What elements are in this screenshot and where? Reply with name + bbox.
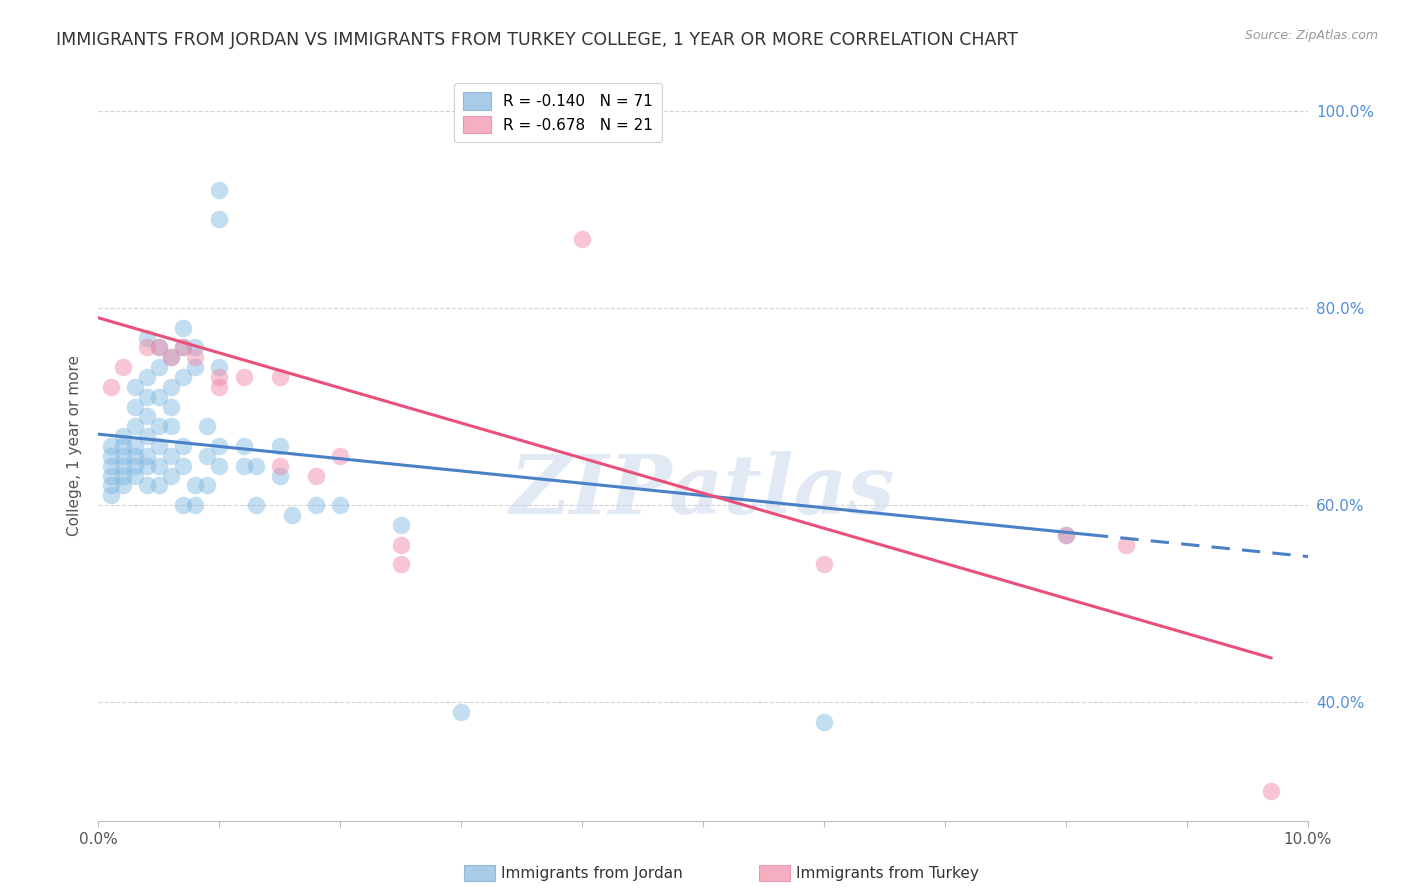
Point bbox=[245, 498, 267, 512]
Point bbox=[195, 419, 218, 434]
Point bbox=[1260, 784, 1282, 798]
Point bbox=[124, 468, 146, 483]
Point bbox=[135, 340, 157, 354]
Point bbox=[1115, 538, 1137, 552]
Point bbox=[172, 370, 194, 384]
Point bbox=[195, 449, 218, 463]
Point bbox=[124, 400, 146, 414]
Point bbox=[208, 370, 231, 384]
Point bbox=[389, 517, 412, 532]
Point bbox=[232, 439, 254, 453]
Point bbox=[160, 400, 183, 414]
Point bbox=[135, 409, 157, 424]
Text: Immigrants from Turkey: Immigrants from Turkey bbox=[796, 866, 979, 880]
Point bbox=[195, 478, 218, 492]
Point bbox=[148, 390, 170, 404]
Point bbox=[135, 449, 157, 463]
Point bbox=[389, 558, 412, 572]
Point bbox=[813, 714, 835, 729]
Point bbox=[232, 370, 254, 384]
Point bbox=[160, 351, 183, 365]
Point bbox=[124, 449, 146, 463]
Point bbox=[100, 449, 122, 463]
Point bbox=[135, 390, 157, 404]
Point bbox=[160, 380, 183, 394]
Point bbox=[389, 538, 412, 552]
Point bbox=[172, 498, 194, 512]
Point bbox=[111, 439, 134, 453]
Point bbox=[111, 458, 134, 473]
Point bbox=[184, 498, 207, 512]
Point bbox=[160, 449, 183, 463]
Point bbox=[571, 232, 593, 246]
Point bbox=[148, 439, 170, 453]
Point bbox=[813, 558, 835, 572]
Text: Immigrants from Jordan: Immigrants from Jordan bbox=[501, 866, 682, 880]
Point bbox=[269, 468, 291, 483]
Point bbox=[208, 380, 231, 394]
Point bbox=[111, 360, 134, 375]
Point bbox=[124, 380, 146, 394]
Point bbox=[160, 351, 183, 365]
Point bbox=[172, 340, 194, 354]
Point bbox=[208, 183, 231, 197]
Point bbox=[111, 468, 134, 483]
Text: IMMIGRANTS FROM JORDAN VS IMMIGRANTS FROM TURKEY COLLEGE, 1 YEAR OR MORE CORRELA: IMMIGRANTS FROM JORDAN VS IMMIGRANTS FRO… bbox=[56, 31, 1018, 49]
Point bbox=[208, 360, 231, 375]
Point bbox=[160, 419, 183, 434]
Point bbox=[184, 478, 207, 492]
Point bbox=[329, 449, 352, 463]
Point bbox=[208, 439, 231, 453]
Point bbox=[100, 468, 122, 483]
Point bbox=[111, 449, 134, 463]
Point bbox=[111, 429, 134, 443]
Point bbox=[148, 458, 170, 473]
Point bbox=[148, 340, 170, 354]
Point bbox=[124, 439, 146, 453]
Point bbox=[135, 478, 157, 492]
Point bbox=[124, 458, 146, 473]
Point bbox=[172, 340, 194, 354]
Point bbox=[100, 439, 122, 453]
Point bbox=[281, 508, 304, 522]
Point bbox=[450, 705, 472, 719]
Point bbox=[111, 478, 134, 492]
Point bbox=[172, 458, 194, 473]
Point bbox=[135, 370, 157, 384]
Point bbox=[148, 360, 170, 375]
Text: Source: ZipAtlas.com: Source: ZipAtlas.com bbox=[1244, 29, 1378, 42]
Point bbox=[100, 478, 122, 492]
Point bbox=[148, 419, 170, 434]
Point bbox=[172, 439, 194, 453]
Point bbox=[269, 439, 291, 453]
Point bbox=[172, 320, 194, 334]
Point bbox=[124, 419, 146, 434]
Point bbox=[135, 458, 157, 473]
Point bbox=[184, 360, 207, 375]
Point bbox=[269, 370, 291, 384]
Point bbox=[305, 498, 328, 512]
Point bbox=[208, 458, 231, 473]
Point bbox=[135, 330, 157, 344]
Point bbox=[1054, 527, 1077, 541]
Point bbox=[100, 380, 122, 394]
Point bbox=[148, 478, 170, 492]
Point bbox=[245, 458, 267, 473]
Point bbox=[232, 458, 254, 473]
Y-axis label: College, 1 year or more: College, 1 year or more bbox=[67, 356, 83, 536]
Point bbox=[148, 340, 170, 354]
Point bbox=[184, 340, 207, 354]
Point bbox=[160, 468, 183, 483]
Point bbox=[269, 458, 291, 473]
Point bbox=[184, 351, 207, 365]
Point bbox=[1054, 527, 1077, 541]
Point bbox=[100, 458, 122, 473]
Point bbox=[135, 429, 157, 443]
Legend: R = -0.140   N = 71, R = -0.678   N = 21: R = -0.140 N = 71, R = -0.678 N = 21 bbox=[454, 83, 662, 143]
Point bbox=[100, 488, 122, 502]
Point bbox=[305, 468, 328, 483]
Point bbox=[329, 498, 352, 512]
Text: ZIPatlas: ZIPatlas bbox=[510, 451, 896, 531]
Point bbox=[208, 212, 231, 227]
